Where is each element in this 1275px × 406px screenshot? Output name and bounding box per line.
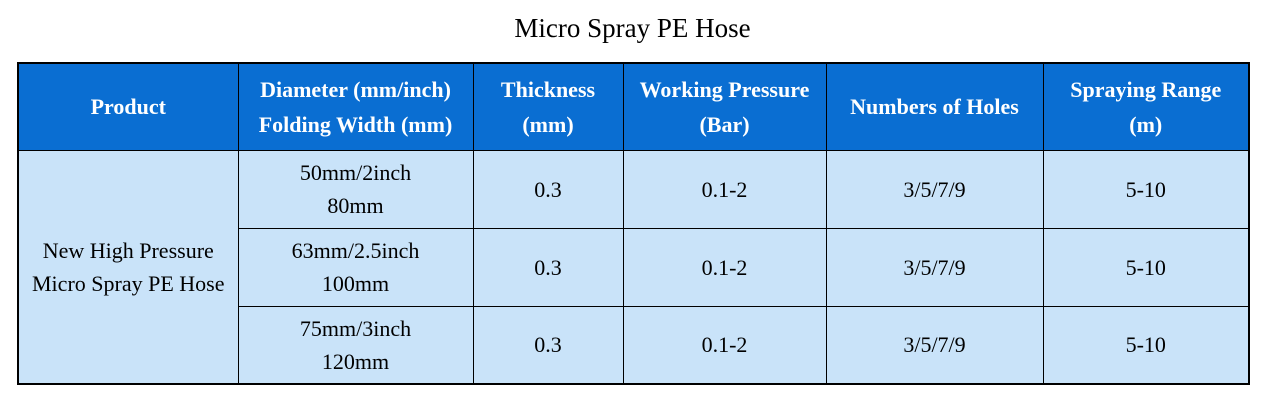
column-header-diameter-folding-width: Diameter (mm/inch) Folding Width (mm) xyxy=(237,62,474,151)
header-line: Numbers of Holes xyxy=(850,94,1019,120)
header-line: (Bar) xyxy=(699,111,750,137)
header-line: Diameter (mm/inch) xyxy=(260,76,451,102)
cell-diameter-2: 63mm/2.5inch 100mm xyxy=(237,227,474,307)
cell-spraying-range-3: 5-10 xyxy=(1042,305,1250,385)
cell-line: 100mm xyxy=(321,271,390,296)
table-row: New High Pressure Micro Spray PE Hose 50… xyxy=(17,149,1250,385)
cell-numbers-of-holes-1: 3/5/7/9 xyxy=(825,149,1044,229)
cell-product: New High Pressure Micro Spray PE Hose xyxy=(17,149,239,385)
table-row: 63mm/2.5inch 100mm 0.3 0.1-2 3/5/7/9 5-1… xyxy=(18,227,1250,307)
header-line: (m) xyxy=(1129,111,1163,137)
cell-diameter-1: 50mm/2inch 80mm xyxy=(237,149,474,229)
cell-line: 120mm xyxy=(321,348,390,374)
cell-numbers-of-holes-3: 3/5/7/9 xyxy=(825,305,1044,385)
header-line: Folding Width (mm) xyxy=(258,111,453,137)
cell-line: New High Pressure xyxy=(42,237,214,263)
cell-line: 63mm/2.5inch xyxy=(291,238,420,263)
header-line: Spraying Range xyxy=(1070,76,1222,102)
cell-working-pressure-2: 0.1-2 xyxy=(622,227,827,307)
cell-thickness-3: 0.3 xyxy=(472,305,624,385)
cell-numbers-of-holes-2: 3/5/7/9 xyxy=(825,227,1044,307)
page-title: Micro Spray PE Hose xyxy=(514,13,751,43)
cell-diameter-3: 75mm/3inch 120mm xyxy=(237,305,474,385)
cell-thickness-2: 0.3 xyxy=(472,227,624,307)
cell-line: 80mm xyxy=(327,193,384,218)
product-spec-table: Product Diameter (mm/inch) Folding Width… xyxy=(17,62,1250,385)
cell-spraying-range-2: 5-10 xyxy=(1042,227,1250,307)
cell-working-pressure-1: 0.1-2 xyxy=(622,149,827,229)
column-header-working-pressure: Working Pressure (Bar) xyxy=(622,62,827,151)
column-header-product: Product xyxy=(17,62,239,151)
cell-line: Micro Spray PE Hose xyxy=(32,270,225,296)
table-row: 75mm/3inch 120mm 0.3 0.1-2 3/5/7/9 5-10 xyxy=(18,305,1250,385)
column-header-spraying-range: Spraying Range (m) xyxy=(1042,62,1250,151)
cell-thickness-1: 0.3 xyxy=(472,149,624,229)
header-line: Working Pressure xyxy=(639,76,810,102)
cell-line: 50mm/2inch xyxy=(299,160,412,185)
header-line: Thickness xyxy=(500,76,596,102)
cell-line: 75mm/3inch xyxy=(299,315,412,341)
cell-working-pressure-3: 0.1-2 xyxy=(622,305,827,385)
column-header-thickness: Thickness (mm) xyxy=(472,62,624,151)
header-line: (mm) xyxy=(522,111,574,137)
column-header-numbers-of-holes: Numbers of Holes xyxy=(825,62,1044,151)
cell-spraying-range-1: 5-10 xyxy=(1042,149,1250,229)
header-line: Product xyxy=(90,94,166,120)
header-row: Product Diameter (mm/inch) Folding Width… xyxy=(17,62,1250,151)
